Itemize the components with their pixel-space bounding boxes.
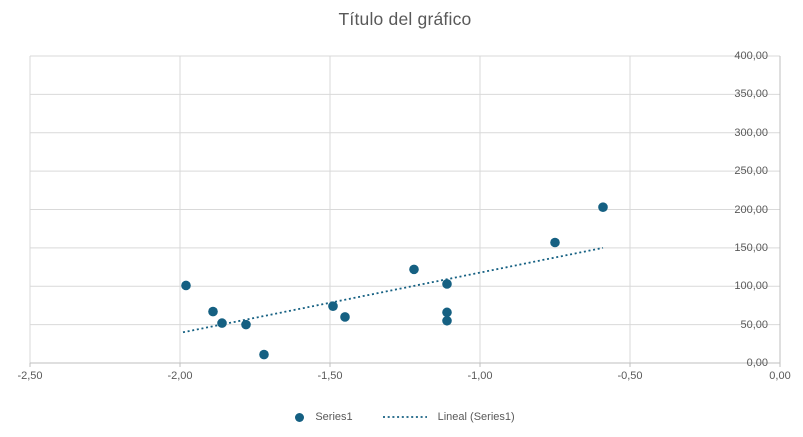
series1-marker-icon — [295, 412, 305, 422]
y-tick-label: 250,00 — [734, 165, 768, 178]
trendline-sample-icon — [382, 416, 427, 418]
x-tick-label: 0,00 — [769, 370, 791, 382]
x-tick-label: -2,00 — [167, 370, 193, 382]
data-point[interactable] — [217, 318, 227, 328]
y-tick-label: 100,00 — [734, 280, 768, 293]
x-tick-label: -2,50 — [17, 370, 43, 382]
chart-title[interactable]: Título del gráfico — [338, 9, 472, 29]
y-tick-label: 0,00 — [746, 357, 768, 369]
x-tick-label: -1,00 — [467, 370, 493, 382]
y-tick-label: 350,00 — [734, 88, 768, 101]
y-tick-label: 50,00 — [740, 318, 768, 331]
trendline[interactable] — [182, 246, 604, 334]
legend-trendline-label: Lineal (Series1) — [437, 411, 515, 423]
data-point[interactable] — [340, 312, 350, 322]
data-point[interactable] — [442, 307, 452, 318]
data-point[interactable] — [208, 306, 218, 317]
data-point[interactable] — [328, 301, 338, 312]
data-point[interactable] — [241, 319, 251, 330]
data-point[interactable] — [598, 202, 608, 212]
y-tick-label: 150,00 — [734, 241, 768, 254]
x-tick-label: -1,50 — [317, 370, 343, 382]
legend-item-trendline[interactable]: Lineal (Series1) — [382, 411, 515, 423]
legend: Series1 Lineal (Series1) — [30, 406, 780, 428]
y-tick-label: 400,00 — [734, 50, 768, 62]
data-point[interactable] — [409, 264, 419, 275]
x-tick-label: -0,50 — [617, 370, 643, 382]
data-point[interactable] — [442, 315, 452, 326]
y-tick-label: 300,00 — [734, 126, 768, 139]
legend-item-series1[interactable]: Series1 — [295, 411, 353, 423]
legend-series1-label: Series1 — [315, 411, 353, 423]
data-point[interactable] — [259, 349, 269, 360]
data-point[interactable] — [442, 279, 452, 289]
y-tick-label: 200,00 — [734, 203, 768, 216]
data-point[interactable] — [550, 237, 560, 248]
data-point[interactable] — [181, 280, 191, 291]
